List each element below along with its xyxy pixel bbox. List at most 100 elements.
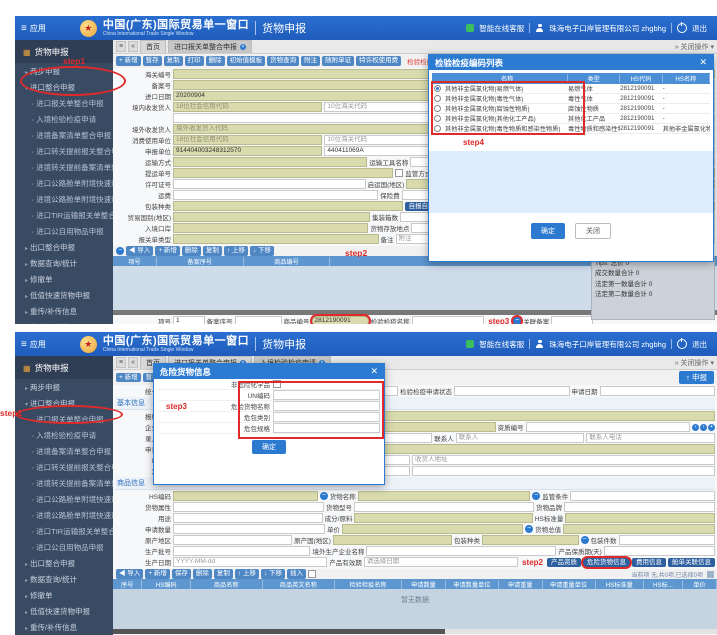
radio-button[interactable] [434, 115, 441, 122]
close-operations-menu[interactable]: » 关闭操作 ▾ [674, 44, 714, 51]
checkbox[interactable] [273, 380, 281, 388]
company-account[interactable]: 珠海电子口岸管理有限公司 zhgbhg [549, 23, 666, 33]
list-item[interactable]: 其他非金属氯化物(易燃气体) 易燃气体 2812190091- [432, 84, 710, 94]
field-value[interactable] [570, 491, 715, 501]
field-value[interactable]: 收货人地址 [412, 455, 715, 465]
toolbar-button-删除[interactable]: 删除 [181, 246, 201, 256]
next-record-button[interactable]: › [700, 423, 707, 431]
field-value[interactable]: 18位社会信用代码 [173, 135, 323, 145]
select-all-checkbox[interactable] [308, 570, 317, 578]
field-value[interactable] [599, 386, 715, 396]
confirm-button[interactable]: 确定 [252, 440, 286, 454]
toolbar-button-打印[interactable]: 打印 [184, 56, 204, 66]
toolbar-button-下移[interactable]: ↓ 下移 [260, 569, 286, 579]
field-value[interactable] [173, 179, 366, 189]
splitter-bar[interactable] [113, 310, 717, 315]
sidebar-item-重传/补传信息[interactable]: ▸ 重传/补传信息 [15, 619, 113, 635]
apps-menu-button[interactable]: ≡ 应用 [21, 22, 46, 34]
sidebar-item-修撤单[interactable]: ▸ 修撤单 [15, 271, 113, 287]
field-value[interactable] [525, 422, 690, 432]
field-value[interactable] [618, 535, 715, 545]
scrollbar-thumb[interactable] [113, 629, 446, 634]
toolbar-button-新增[interactable]: + 新增 [116, 372, 141, 383]
toolbar-button-导入[interactable]: ◀ 导入 [126, 246, 154, 256]
sidebar-item-进口转关提前报关整合申[interactable]: ▫ 进口转关提前报关整合申 [15, 459, 113, 475]
field-value[interactable] [564, 502, 715, 512]
field-value[interactable]: 联系人电话 [586, 433, 715, 443]
field-value[interactable] [173, 524, 325, 534]
checkbox[interactable] [395, 169, 404, 177]
field-input[interactable] [273, 390, 380, 400]
field-value[interactable] [173, 212, 371, 222]
field-value[interactable]: 914404003248312570 [173, 146, 323, 156]
sidebar-item-进口报关单整合申报[interactable]: ▫ 进口报关单整合申报 [15, 95, 113, 111]
radio-button[interactable] [434, 95, 441, 102]
field-value[interactable] [332, 535, 453, 545]
tab-menu-icon[interactable]: ≡ [116, 41, 127, 52]
field-value[interactable] [173, 168, 394, 178]
logout-button[interactable]: 退出 [692, 23, 707, 33]
add-record-button[interactable]: + [708, 423, 715, 431]
sidebar-root-cargo-declare[interactable]: ▦ 货物申报 [15, 40, 113, 63]
toolbar-button-随附单证[interactable]: 随附单证 [322, 56, 355, 66]
field-value[interactable]: 联系人 [455, 433, 585, 443]
toolbar-button-新增[interactable]: + 新增 [155, 246, 180, 256]
toolbar-button-下移[interactable]: ↓ 下移 [249, 246, 275, 256]
list-item[interactable]: 其他非金属氯化物(腐蚀性物质) 腐蚀性物质 2812190091- [432, 104, 710, 114]
field-value[interactable] [563, 524, 715, 534]
tab-collapse-icon[interactable]: « [128, 357, 138, 368]
toolbar-button-上移[interactable]: ↑ 上移 [234, 569, 259, 579]
sidebar-item-低值快速货物申报[interactable]: ▸ 低值快速货物申报 [15, 287, 113, 303]
field-value[interactable] [454, 386, 570, 396]
sidebar-item-出口整合申报[interactable]: ▸ 出口整合申报 [15, 239, 113, 255]
field-value[interactable] [411, 316, 485, 324]
sidebar-item-整合初始值设置[interactable]: ▸整合初始值设置 [15, 319, 113, 325]
commodity-code-field[interactable]: 2812190091 [311, 316, 369, 324]
sidebar-item-两步申报[interactable]: ▸ 两步申报 [15, 63, 113, 79]
field-input[interactable] [273, 423, 380, 433]
field-value[interactable] [173, 223, 369, 233]
field-value[interactable]: 10位海关代码 [324, 135, 433, 145]
online-service-link[interactable]: 智能在线客服 [479, 339, 525, 349]
toolbar-button-特许权使用费[interactable]: 特许权使用费 [356, 56, 402, 66]
column-settings-icon[interactable] [707, 570, 714, 578]
field-value[interactable] [341, 524, 524, 534]
inline-button-费用信息[interactable]: 费用信息 [632, 557, 666, 567]
toolbar-button-暂存[interactable]: 暂存 [142, 372, 162, 383]
toolbar-button-复制[interactable]: 复制 [163, 56, 183, 66]
field-value[interactable]: 440411069A [324, 146, 433, 156]
field-value[interactable]: 18位社会信用代码 [173, 102, 323, 112]
sidebar-item-重传/补传信息[interactable]: ▸ 重传/补传信息 [15, 303, 113, 319]
inline-button-舱单关联信息[interactable]: 舱单关联信息 [668, 557, 715, 567]
field-value[interactable] [603, 546, 715, 556]
horizontal-scrollbar[interactable] [113, 629, 717, 634]
declare-button[interactable]: ↑ 申报 [679, 371, 714, 384]
field-value[interactable] [173, 546, 311, 556]
toolbar-button-初始值模板[interactable]: 初始值模板 [226, 56, 266, 66]
list-item[interactable]: 其他非金属氯化物(毒性气体) 毒性气体 2812190091- [432, 94, 710, 104]
field-value[interactable] [357, 491, 531, 501]
sidebar-item-进口整合申报[interactable]: ▾ 进口整合申报 [15, 79, 113, 95]
picker-circle-button[interactable]: − [580, 536, 589, 544]
toolbar-button-复制[interactable]: 复制 [202, 246, 222, 256]
inline-button-产品资质[interactable]: 产品资质 [547, 557, 581, 567]
inline-button-自报自缴[interactable]: 自报自缴 [404, 201, 439, 211]
field-value[interactable]: 10位海关代码 [324, 102, 433, 112]
sidebar-item-进境转关提前备案清单整[interactable]: ▫ 进境转关提前备案清单整 [15, 475, 113, 491]
toolbar-button-保存[interactable]: 保存 [171, 569, 191, 579]
confirm-button[interactable]: 确定 [531, 223, 565, 239]
tab-menu-icon[interactable]: ≡ [116, 357, 127, 368]
toolbar-button-货物查询[interactable]: 货物查询 [267, 56, 300, 66]
toolbar-button-导入[interactable]: ◀ 导入 [116, 569, 144, 579]
sidebar-item-进口公路舱单附境快速通[interactable]: ▫ 进口公路舱单附境快速通 [15, 175, 113, 191]
sidebar-item-入境检验检疫申请[interactable]: ▫ 入境检验检疫申请 [15, 427, 113, 443]
ciq-picker-button[interactable]: − [513, 317, 522, 324]
field-value[interactable] [173, 535, 293, 545]
toolbar-button-复制[interactable]: 复制 [213, 569, 233, 579]
toolbar-button-暂存[interactable]: 暂存 [142, 56, 162, 66]
field-value[interactable] [565, 513, 715, 523]
sidebar-root-cargo-declare[interactable]: ▦ 货物申报 [15, 356, 113, 379]
company-account[interactable]: 珠海电子口岸管理有限公司 zhgbhg [549, 339, 666, 349]
toolbar-button-插入[interactable]: 插入 [287, 569, 307, 579]
close-icon[interactable]: ✕ [370, 366, 378, 376]
